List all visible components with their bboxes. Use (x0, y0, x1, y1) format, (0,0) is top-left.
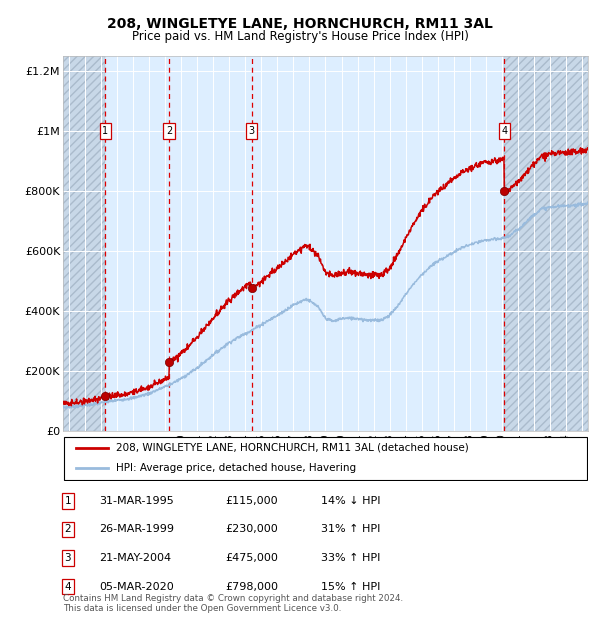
Text: 31% ↑ HPI: 31% ↑ HPI (321, 525, 380, 534)
Text: 3: 3 (64, 553, 71, 563)
Text: 31-MAR-1995: 31-MAR-1995 (99, 496, 174, 506)
Text: 21-MAY-2004: 21-MAY-2004 (99, 553, 171, 563)
Text: This data is licensed under the Open Government Licence v3.0.: This data is licensed under the Open Gov… (63, 603, 341, 613)
Text: Price paid vs. HM Land Registry's House Price Index (HPI): Price paid vs. HM Land Registry's House … (131, 30, 469, 43)
Text: 2: 2 (166, 126, 172, 136)
Text: 2: 2 (64, 525, 71, 534)
Text: 4: 4 (501, 126, 508, 136)
Text: £798,000: £798,000 (225, 582, 278, 591)
Text: 33% ↑ HPI: 33% ↑ HPI (321, 553, 380, 563)
FancyBboxPatch shape (64, 436, 587, 480)
Text: HPI: Average price, detached house, Havering: HPI: Average price, detached house, Have… (115, 463, 356, 474)
Text: Contains HM Land Registry data © Crown copyright and database right 2024.: Contains HM Land Registry data © Crown c… (63, 593, 403, 603)
Text: £475,000: £475,000 (225, 553, 278, 563)
Text: 14% ↓ HPI: 14% ↓ HPI (321, 496, 380, 506)
Text: 05-MAR-2020: 05-MAR-2020 (99, 582, 174, 591)
Text: 15% ↑ HPI: 15% ↑ HPI (321, 582, 380, 591)
Text: 3: 3 (248, 126, 255, 136)
Text: 26-MAR-1999: 26-MAR-1999 (99, 525, 174, 534)
Text: 1: 1 (103, 126, 109, 136)
Text: 208, WINGLETYE LANE, HORNCHURCH, RM11 3AL: 208, WINGLETYE LANE, HORNCHURCH, RM11 3A… (107, 17, 493, 32)
Text: 208, WINGLETYE LANE, HORNCHURCH, RM11 3AL (detached house): 208, WINGLETYE LANE, HORNCHURCH, RM11 3A… (115, 443, 468, 453)
Text: £115,000: £115,000 (225, 496, 278, 506)
Bar (504, 56, 588, 431)
Text: 4: 4 (64, 582, 71, 591)
Text: 1: 1 (64, 496, 71, 506)
Bar (63, 56, 106, 431)
Text: £230,000: £230,000 (225, 525, 278, 534)
